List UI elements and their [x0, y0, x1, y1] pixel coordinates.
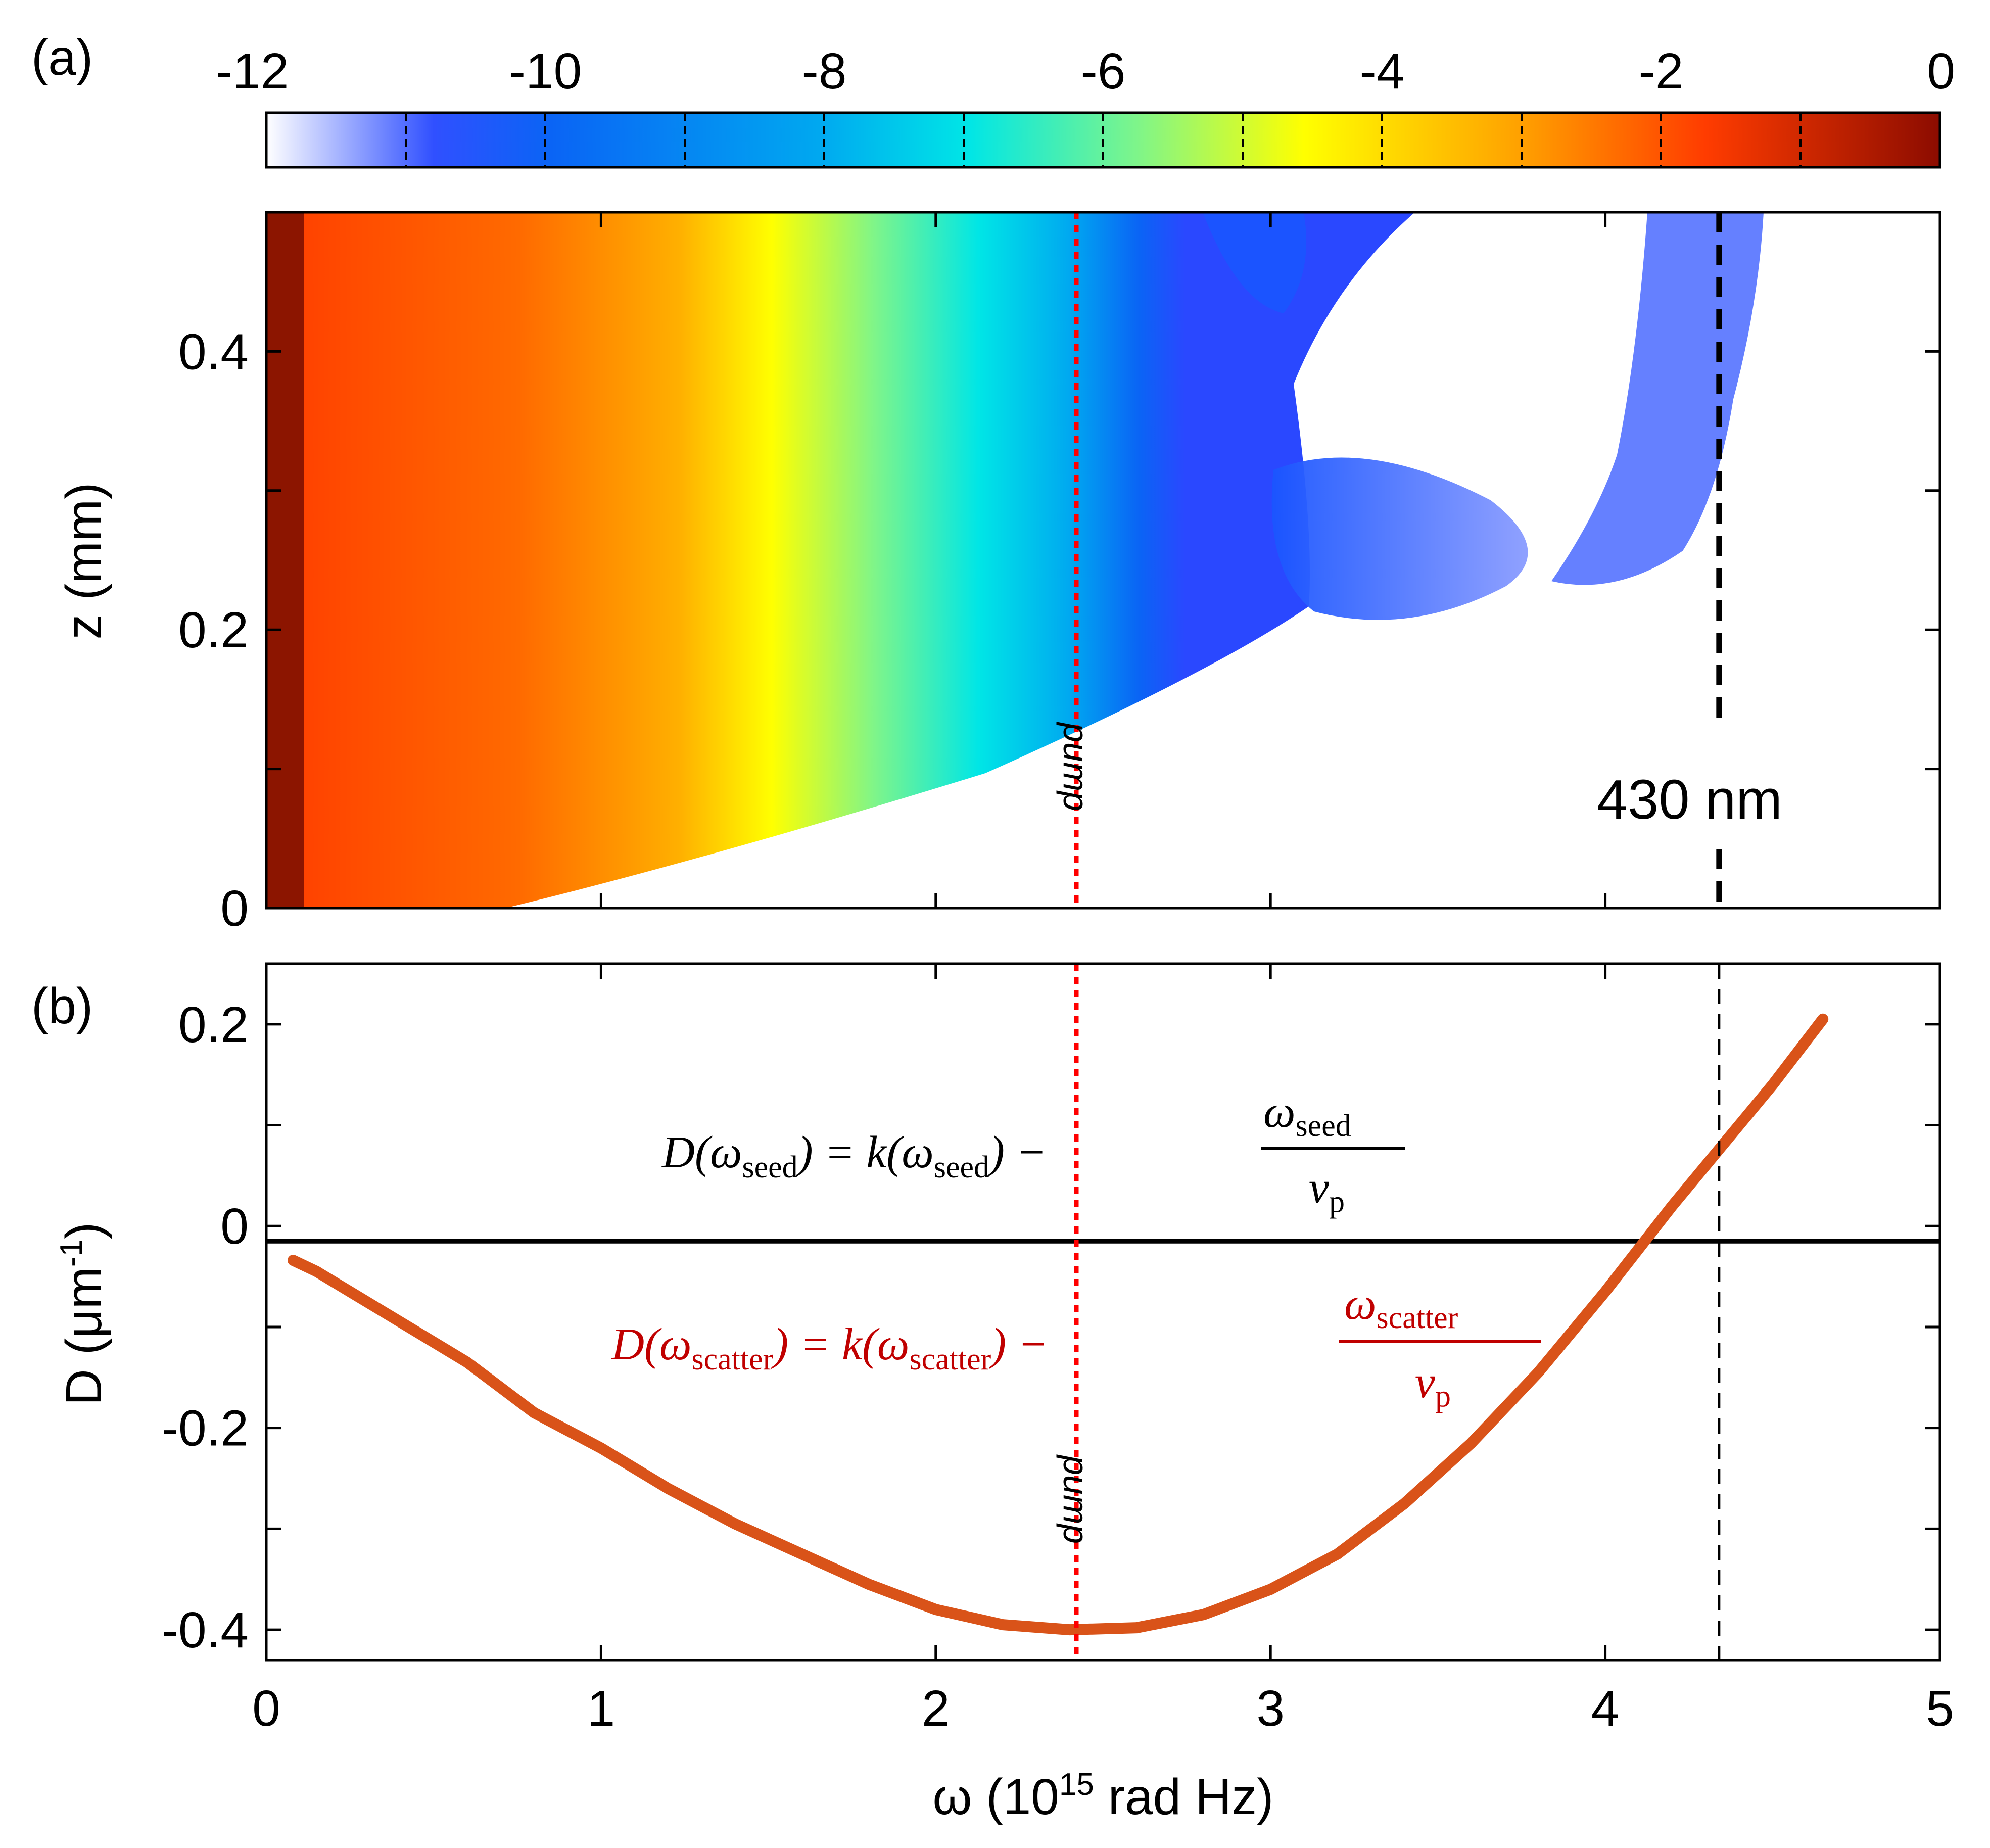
colorbar-tick-label: -12 [216, 43, 289, 100]
y-axis-title-b: D (μm-1) [54, 1222, 112, 1406]
panel-a-label: (a) [31, 29, 93, 86]
svg-text:D(ωscatter) = k(ωscatter) −: D(ωscatter) = k(ωscatter) − [610, 1319, 1048, 1377]
y-tick-label-b: 0 [220, 1198, 249, 1255]
y-tick-label-a: 0.4 [178, 323, 249, 380]
x-tick-label: 4 [1591, 1680, 1620, 1737]
y-tick-label-a: 0.2 [178, 602, 249, 658]
svg-text:ωseed: ωseed [1263, 1087, 1351, 1143]
colorbar-tick-label: 0 [1927, 43, 1955, 100]
heatmap-blue-upper [1203, 212, 1306, 313]
svg-text:ωscatter: ωscatter [1344, 1279, 1458, 1335]
y-tick-label-b: 0.2 [178, 997, 249, 1053]
colorbar-tick-label: -8 [802, 43, 847, 100]
svg-text:vp: vp [1415, 1357, 1451, 1413]
reference-lines [1074, 212, 1722, 1660]
colorbar: -12 -10 -8 -6 -4 -2 0 [216, 43, 1955, 169]
colorbar-tick-labels: -12 -10 -8 -6 -4 -2 0 [216, 43, 1955, 100]
y-tick-label-b: -0.2 [162, 1400, 249, 1457]
axes-panel-b: -0.4 -0.2 0 0.2 0 1 2 3 4 5 [162, 964, 1954, 1737]
x-tick-label: 3 [1256, 1680, 1285, 1737]
plot-panel-b [266, 1013, 1940, 1636]
x-axis-title: ω (1015 rad Hz) [933, 1767, 1274, 1825]
x-tick-label: 0 [252, 1680, 280, 1737]
colorbar-tick-label: -6 [1081, 43, 1126, 100]
pump-label-b: pump [1056, 1454, 1096, 1544]
svg-text:D(ωseed) = k(ωseed) −: D(ωseed) = k(ωseed) − [661, 1127, 1047, 1184]
heatmap-blue-lobe [1271, 457, 1528, 620]
heatmap-left-band [266, 212, 304, 908]
y-tick-label-a: 0 [220, 880, 249, 937]
y-axis-title-a: z (mm) [56, 483, 112, 640]
svg-text:vp: vp [1309, 1163, 1345, 1219]
colorbar-tick-label: -4 [1360, 43, 1405, 100]
dispersion-curve [288, 1013, 1829, 1636]
x-tick-label: 5 [1926, 1680, 1954, 1737]
colorbar-tick-label: -10 [509, 43, 582, 100]
panel-b-label: (b) [31, 978, 93, 1034]
axes-panel-a: 0 0.2 0.4 [178, 212, 1941, 937]
pump-label-a: pump [1056, 722, 1096, 811]
heatmap-blue-right [1551, 212, 1764, 585]
heatmap-panel-a [266, 212, 1940, 908]
y-tick-label-b: -0.4 [162, 1602, 249, 1659]
x-tick-label: 1 [587, 1680, 615, 1737]
wavelength-label: 430 nm [1597, 769, 1782, 831]
equation-scatter: D(ωscatter) = k(ωscatter) − ωscatter vp [610, 1279, 1541, 1413]
colorbar-tick-label: -2 [1639, 43, 1684, 100]
colorbar-ticks [405, 113, 1802, 167]
frame-panel-b [265, 962, 1941, 1662]
x-tick-label: 2 [922, 1680, 950, 1737]
frame-panel-a [265, 211, 1941, 910]
equation-seed: D(ωseed) = k(ωseed) − ωseed vp [661, 1087, 1405, 1219]
heatmap-field [266, 212, 1415, 908]
